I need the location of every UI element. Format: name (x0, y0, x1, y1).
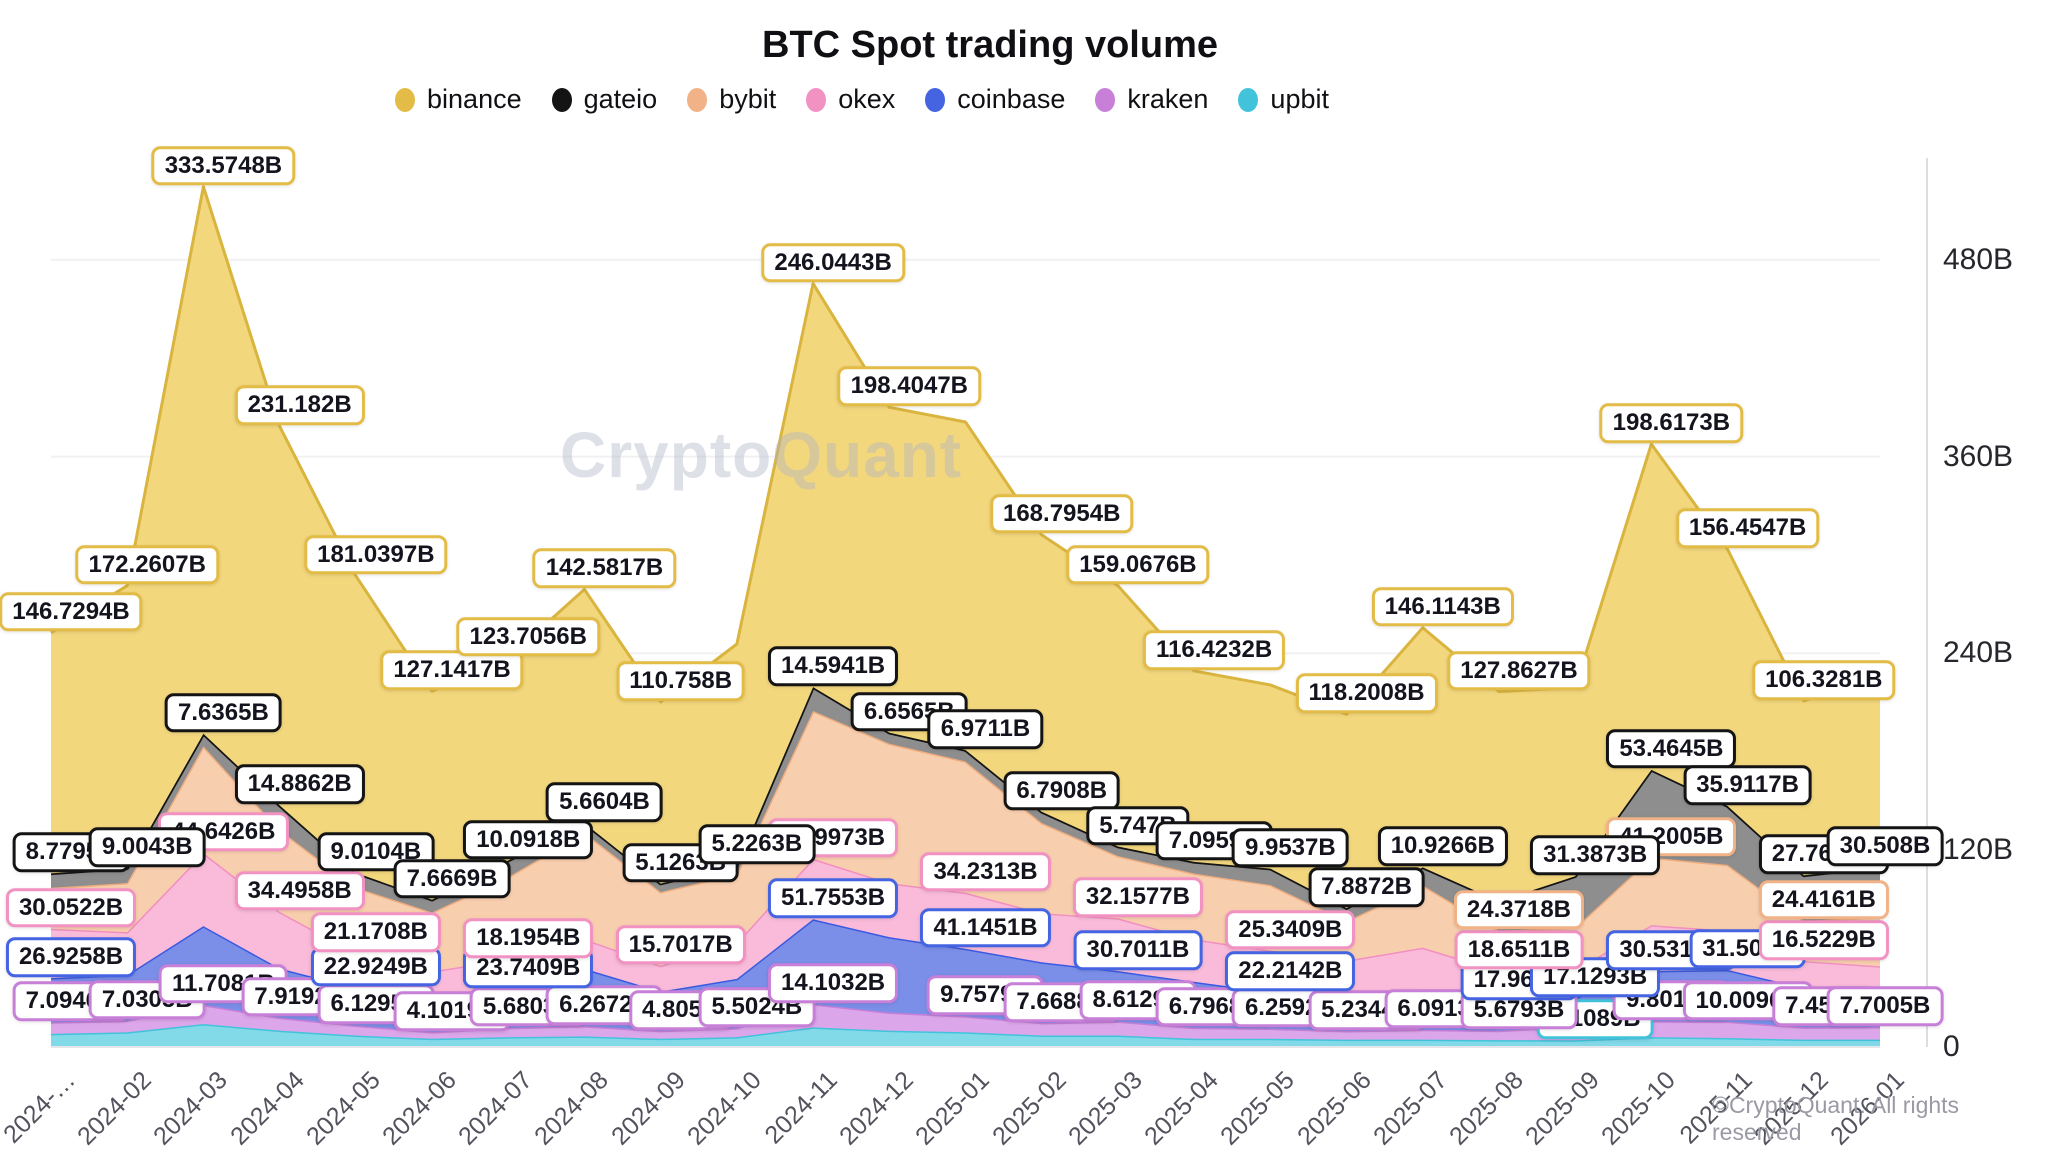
area-bybit[interactable] (51, 711, 1880, 972)
y-tick-360B: 360B (1943, 439, 2014, 473)
area-upbit[interactable] (51, 1024, 1880, 1047)
value-label-gateio-2026-01: 30.508B (1826, 826, 1944, 866)
legend-item-kraken[interactable]: kraken (1095, 84, 1208, 115)
y-tick-120B: 120B (1943, 833, 2014, 867)
legend-dot-kraken (1095, 87, 1116, 112)
value-label-binance-2025-08: 127.8627B (1447, 650, 1591, 691)
value-label-bybit-2025-12: 24.4161B (1758, 880, 1889, 920)
value-label-gateio-2024-06: 7.6669B (393, 858, 511, 899)
value-label-gateio-2025-10: 53.4645B (1606, 729, 1737, 769)
value-label-okex-2024-05: 21.1708B (310, 912, 441, 952)
value-label-gateio-2024-02: 9.0043B (88, 827, 206, 867)
legend-dot-coinbase (925, 87, 946, 112)
copyright-text: ©CryptoQuant. All rights reserved (1712, 1092, 1960, 1145)
chart-title: BTC Spot trading volume (762, 24, 1218, 66)
value-label-coinbase-2025-05: 22.2142B (1225, 951, 1356, 991)
value-label-kraken-2024-11: 14.1032B (768, 963, 899, 1003)
legend-label-binance: binance (427, 84, 522, 114)
legend: binance gateio bybit okex coinbase kraken upbi… (0, 84, 1724, 115)
value-label-binance-2025-10: 198.6173B (1599, 403, 1744, 443)
value-label-gateio-2025-02: 6.7908B (1003, 770, 1121, 811)
value-label-gateio-2025-07: 10.9266B (1377, 826, 1508, 867)
y-tick-0: 0 (1943, 1030, 1960, 1063)
value-label-okex-2025-01: 34.2313B (920, 851, 1051, 892)
value-label-binance-2025-06: 118.2008B (1295, 673, 1438, 714)
area-kraken[interactable] (51, 1004, 1880, 1041)
value-label-okex-2024-04: 34.4958B (234, 871, 365, 911)
value-label-binance-2024-06: 127.1417B (380, 650, 524, 691)
value-label-gateio-2025-06: 7.8872B (1308, 867, 1425, 908)
value-label-gateio-2025-09: 31.3873B (1530, 835, 1661, 876)
value-label-okex-2025-12: 16.5229B (1758, 920, 1889, 960)
value-label-okex-2025-03: 32.1577B (1072, 877, 1203, 918)
legend-label-okex: okex (838, 84, 896, 114)
value-label-gateio-2024-04: 14.8862B (234, 764, 365, 805)
y-tick-240B: 240B (1943, 636, 2014, 670)
value-label-binance-2024-01: 146.7294B (0, 591, 143, 632)
legend-item-binance[interactable]: binance (395, 84, 522, 115)
value-label-coinbase-2024-05: 22.9249B (310, 947, 441, 987)
value-label-okex-2024-03: 44.6426B (158, 812, 289, 852)
value-label-coinbase-2024-01: 26.9258B (5, 937, 137, 977)
area-binance[interactable] (51, 186, 1880, 909)
value-label-binance-2025-04: 116.4232B (1143, 630, 1286, 670)
value-label-binance-2024-12: 198.4047B (837, 366, 981, 407)
legend-dot-okex (806, 87, 827, 112)
legend-item-okex[interactable]: okex (806, 84, 895, 115)
value-label-bybit-2025-08: 24.3718B (1453, 889, 1584, 930)
value-label-binance-2024-02: 172.2607B (75, 544, 219, 585)
value-label-binance-2025-12: 106.3281B (1752, 660, 1896, 700)
value-label-binance-2025-02: 168.7954B (989, 494, 1134, 534)
value-label-binance-2024-03: 333.5748B (151, 145, 296, 186)
value-label-okex-2025-05: 25.3409B (1225, 909, 1356, 950)
legend-dot-bybit (687, 87, 708, 112)
value-label-okex-2024-07: 18.1954B (463, 918, 594, 958)
value-label-okex-2024-01: 30.0522B (5, 888, 137, 928)
legend-item-gateio[interactable]: gateio (551, 84, 658, 115)
value-label-gateio-2024-08: 5.6604B (546, 782, 663, 823)
legend-label-bybit: bybit (719, 84, 777, 114)
value-label-binance-2025-11: 156.4547B (1675, 508, 1820, 549)
legend-dot-gateio (551, 87, 572, 112)
watermark: CryptoQuant (560, 419, 963, 491)
legend-dot-binance (395, 87, 416, 112)
value-label-gateio-2025-01: 6.9711B (927, 709, 1044, 749)
value-label-coinbase-2025-01: 41.1451B (920, 907, 1051, 948)
value-label-gateio-2024-07: 10.0918B (463, 819, 594, 860)
value-label-binance-2024-04: 231.182B (234, 385, 365, 426)
value-label-gateio-2024-11: 14.5941B (768, 646, 899, 686)
value-label-coinbase-2025-03: 30.7011B (1073, 930, 1203, 970)
legend-item-coinbase[interactable]: coinbase (925, 84, 1065, 115)
value-label-coinbase-2024-11: 51.7553B (768, 878, 899, 919)
value-label-gateio-2025-05: 9.9537B (1231, 827, 1349, 868)
value-label-gateio-2024-10: 5.2263B (698, 824, 816, 865)
value-label-gateio-2025-11: 35.9117B (1683, 765, 1812, 805)
value-label-binance-2024-08: 142.5817B (532, 548, 677, 589)
value-label-binance-2024-05: 181.0397B (304, 535, 448, 575)
value-label-gateio-2024-03: 7.6365B (165, 692, 282, 733)
legend-item-bybit[interactable]: bybit (687, 84, 776, 115)
legend-item-upbit[interactable]: upbit (1238, 84, 1329, 115)
value-label-binance-2024-11: 246.0443B (761, 242, 905, 283)
legend-label-coinbase: coinbase (957, 84, 1066, 114)
legend-label-kraken: kraken (1127, 84, 1209, 114)
legend-dot-upbit (1238, 87, 1259, 112)
value-label-okex-2025-08: 18.6511B (1454, 929, 1584, 970)
value-label-okex-2024-09: 15.7017B (615, 925, 746, 965)
legend-label-gateio: gateio (583, 84, 658, 114)
value-label-kraken-2026-01: 7.7005B (1826, 986, 1944, 1026)
y-tick-480B: 480B (1943, 242, 2014, 276)
value-label-binance-2024-07: 123.7056B (456, 616, 600, 657)
value-label-binance-2025-03: 159.0676B (1066, 544, 1210, 585)
value-label-binance-2024-09: 110.758B (616, 661, 746, 701)
legend-label-upbit: upbit (1270, 84, 1329, 114)
value-label-binance-2025-07: 146.1143B (1371, 586, 1514, 627)
